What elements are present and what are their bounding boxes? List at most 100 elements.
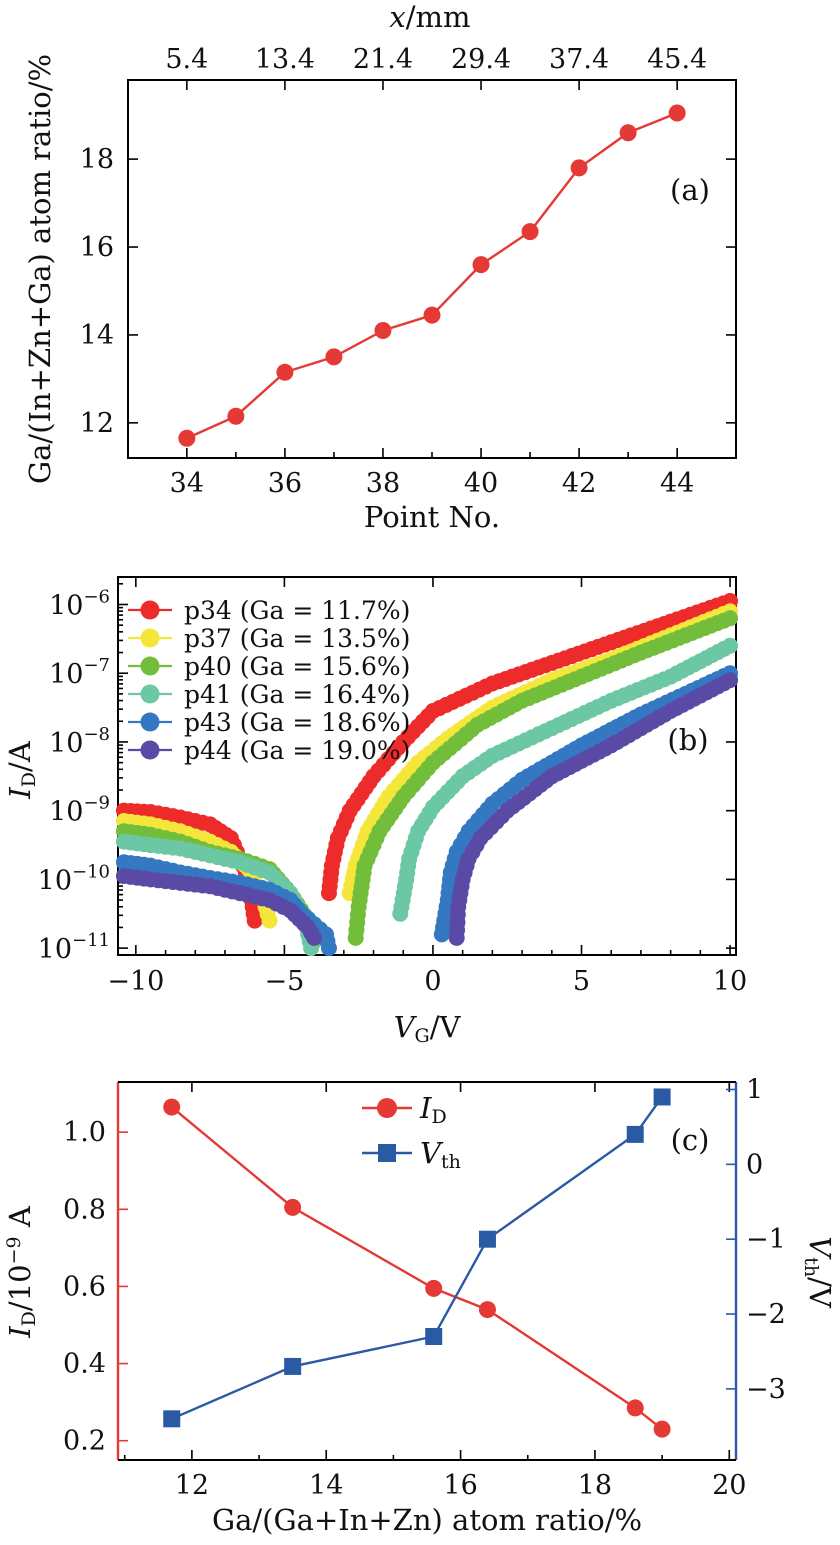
y-tick-label: 14 xyxy=(80,320,114,351)
panel-a-top-axis-label: x/mm xyxy=(389,0,470,34)
left-y-tick-label: 0.4 xyxy=(63,1349,106,1380)
panel-a-chart: x/mm 5.4 13.4 21.4 29.4 37.4 45.4 34 36 38 40 42 4… xyxy=(23,0,737,534)
panel-b-plot-frame xyxy=(117,576,737,956)
panel-c-right-y-axis-label: Vth/V xyxy=(800,1236,837,1309)
right-y-tick-label: 1 xyxy=(746,1074,763,1105)
left-y-tick-label: 0.8 xyxy=(63,1194,106,1225)
panel-b-label: (b) xyxy=(667,723,708,757)
panel-a-top-ticks: 5.4 13.4 21.4 29.4 37.4 45.4 xyxy=(165,44,707,90)
legend-id-marker xyxy=(377,1098,397,1118)
right-y-tick-label: −2 xyxy=(746,1299,786,1330)
series-red xyxy=(163,1098,671,1438)
panel-b-y-ticks: 10−11 10−10 10−9 10−8 10−7 10−6 xyxy=(38,583,736,965)
panel-b-chart: −10 −5 0 5 10 10−11 10−10 10−9 10−8 10−7 10−6 p34… xyxy=(3,576,747,1047)
data-point xyxy=(668,104,686,122)
top-tick-label: 45.4 xyxy=(647,44,707,75)
x-tick-label: 12 xyxy=(175,1470,209,1501)
legend-marker xyxy=(140,628,160,648)
panel-b-y-axis-label: ID/A xyxy=(3,740,40,799)
left-y-tick-label: 0.2 xyxy=(63,1426,106,1457)
panel-a-x-axis-label: Point No. xyxy=(364,500,500,534)
top-tick-label: 5.4 xyxy=(165,44,208,75)
x-tick-label: 42 xyxy=(562,468,596,499)
data-point xyxy=(722,637,739,654)
legend-label: p40 (Ga = 15.6%) xyxy=(184,652,410,681)
legend-vth-marker xyxy=(378,1144,396,1162)
panel-b-series xyxy=(115,593,739,957)
legend-id-label: ID xyxy=(419,1091,447,1128)
panel-a-y-axis-label: Ga/(In+Zn+Ga) atom ratio/% xyxy=(23,54,57,484)
series-line xyxy=(186,111,678,440)
series-line xyxy=(171,1096,664,1420)
data-point xyxy=(284,1198,302,1216)
data-point xyxy=(478,1301,496,1319)
x-tick-label: 44 xyxy=(660,468,694,499)
y-tick-label: 10−9 xyxy=(49,793,110,828)
data-point xyxy=(619,124,637,142)
data-point xyxy=(478,1230,496,1248)
y-tick-label: 10−6 xyxy=(49,586,110,621)
data-point xyxy=(163,1410,181,1428)
y-tick-label: 10−10 xyxy=(38,861,110,896)
x-tick-label: 5 xyxy=(573,966,590,997)
data-point xyxy=(374,322,392,340)
legend-marker xyxy=(140,684,160,704)
legend-marker xyxy=(140,656,160,676)
series-line xyxy=(170,1106,663,1431)
panel-c-x-ticks: 12 14 16 18 20 xyxy=(123,1082,746,1501)
panel-a-y-ticks: 12 14 16 18 xyxy=(80,144,736,439)
x-tick-label: 0 xyxy=(424,966,441,997)
data-point xyxy=(653,1088,671,1106)
y-tick-label: 16 xyxy=(80,232,114,263)
data-point xyxy=(423,306,441,324)
y-tick-label: 12 xyxy=(80,408,114,439)
panel-c-left-y-axis-label: ID/10−9 A xyxy=(3,1205,40,1339)
x-tick-label: 34 xyxy=(170,468,204,499)
legend-label: p43 (Ga = 18.6%) xyxy=(184,708,410,737)
right-y-tick-label: −3 xyxy=(746,1374,786,1405)
y-tick-label: 10−7 xyxy=(49,655,110,690)
data-point xyxy=(722,672,739,689)
panel-a-label: (a) xyxy=(670,173,710,207)
top-tick-label: 13.4 xyxy=(255,44,315,75)
x-tick-label: 16 xyxy=(443,1470,477,1501)
panel-a-plot-frame xyxy=(127,79,737,459)
data-point xyxy=(276,363,294,381)
data-point xyxy=(626,1399,644,1417)
x-tick-label: 40 xyxy=(464,468,498,499)
x-tick-label: 18 xyxy=(578,1470,612,1501)
legend-marker xyxy=(140,712,160,732)
y-tick-label: 10−8 xyxy=(49,724,110,759)
panel-b-x-axis-label: VG/V xyxy=(394,1010,462,1047)
x-tick-label: 10 xyxy=(713,966,747,997)
y-tick-label: 18 xyxy=(80,144,114,175)
panel-c-legend: ID Vth xyxy=(362,1091,461,1173)
panel-c-chart: 12 14 16 18 20 0.2 0.4 0.6 0.8 1.0 −3 −2 −1 0 1 ID V… xyxy=(3,1074,837,1537)
panel-c-x-axis-label: Ga/(Ga+In+Zn) atom ratio/% xyxy=(212,1503,642,1537)
data-point xyxy=(227,407,245,425)
data-point xyxy=(284,1357,302,1375)
legend-label: p34 (Ga = 11.7%) xyxy=(184,596,410,625)
x-tick-label: 20 xyxy=(712,1470,746,1501)
x-tick-label: −5 xyxy=(264,966,304,997)
right-y-tick-label: 0 xyxy=(746,1149,763,1180)
panel-a-series xyxy=(178,104,686,447)
data-point xyxy=(261,912,278,929)
data-point xyxy=(472,256,490,274)
data-point xyxy=(320,940,337,957)
legend-vth-label: Vth xyxy=(420,1136,461,1173)
x-tick-label: 14 xyxy=(309,1470,343,1501)
legend-marker xyxy=(140,740,160,760)
data-point xyxy=(325,348,343,366)
data-point xyxy=(570,159,588,177)
x-tick-label: −10 xyxy=(107,966,164,997)
data-point xyxy=(178,429,196,447)
x-tick-label: 36 xyxy=(268,468,302,499)
panel-b-x-ticks: −10 −5 0 5 10 xyxy=(107,577,747,997)
data-point xyxy=(425,1327,443,1345)
legend-label: p41 (Ga = 16.4%) xyxy=(184,680,410,709)
x-tick-label: 38 xyxy=(366,468,400,499)
panel-c-left-y-ticks: 0.2 0.4 0.6 0.8 1.0 xyxy=(63,1117,128,1457)
legend-marker xyxy=(140,600,160,620)
data-point xyxy=(425,1279,443,1297)
